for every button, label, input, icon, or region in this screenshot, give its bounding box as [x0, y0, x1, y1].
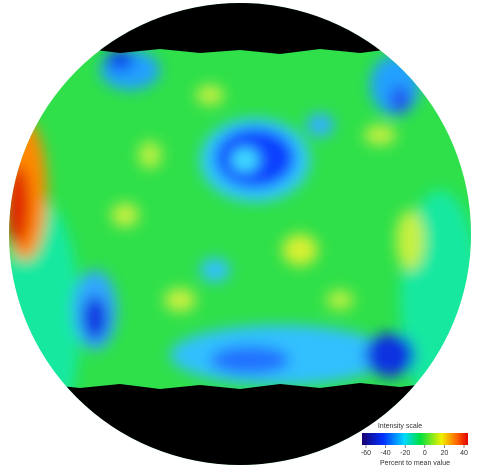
legend-caption: Percent to mean value — [380, 460, 450, 467]
scale-tick-label: 40 — [460, 450, 468, 457]
color-scale — [362, 433, 468, 445]
figure: Intensity scale -60 -40 -20 0 20 40 Percent t… — [0, 0, 483, 468]
scale-ticks: -60 -40 -20 0 20 40 — [361, 445, 468, 457]
scale-tick-label: 0 — [423, 450, 427, 457]
intensity-map — [0, 0, 483, 468]
legend-title: Intensity scale — [378, 423, 422, 430]
scale-tick-label: -40 — [381, 450, 391, 457]
scale-tick-label: -60 — [361, 450, 371, 457]
scale-tick-label: 20 — [441, 450, 449, 457]
scale-tick-label: -20 — [400, 450, 410, 457]
